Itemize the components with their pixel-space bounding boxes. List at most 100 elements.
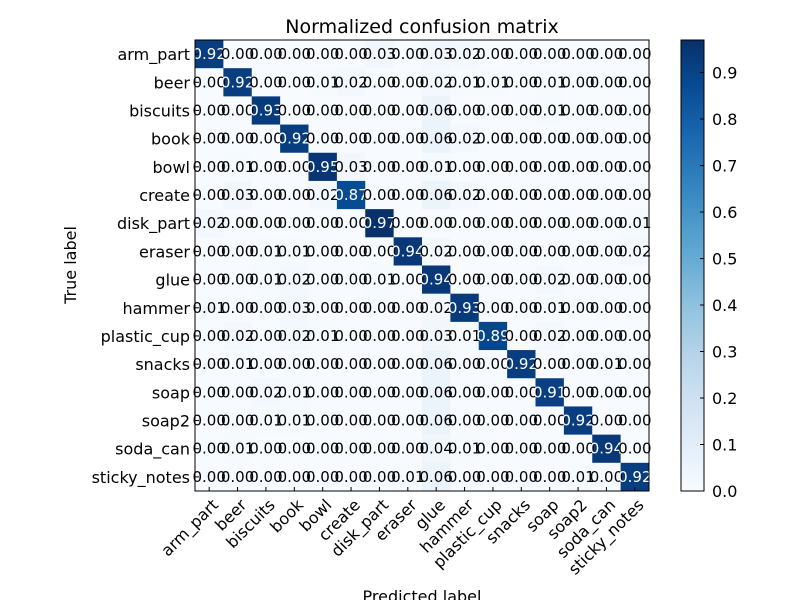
cell-value-label: 0.00 — [391, 101, 424, 119]
colorbar-tick-label: 0.2 — [712, 389, 737, 408]
cell-value-label: 0.00 — [590, 73, 623, 91]
y-tick-label: soap — [152, 383, 190, 402]
cell-value-label: 0.00 — [391, 73, 424, 91]
cell-value-label: 0.94 — [419, 271, 452, 289]
heatmap-cell — [592, 293, 622, 323]
heatmap-cell — [251, 124, 281, 154]
cell-value-label: 0.00 — [391, 158, 424, 176]
heatmap-cell — [280, 180, 309, 210]
heatmap-cell — [422, 237, 451, 266]
heatmap-cell — [195, 237, 224, 266]
cell-value-label: 0.00 — [505, 299, 538, 317]
heatmap-cell — [507, 96, 536, 125]
cell-value-label: 0.00 — [505, 73, 538, 91]
cell-value-label: 0.03 — [363, 45, 396, 63]
heatmap-cell — [308, 293, 338, 323]
heatmap-cell — [223, 434, 253, 464]
heatmap-cell — [280, 378, 309, 407]
heatmap-cell — [592, 321, 622, 351]
cell-value-label: 0.00 — [306, 412, 339, 430]
colorbar-gradient — [680, 39, 705, 492]
cell-value-label: 0.00 — [590, 130, 623, 148]
cell-value-label: 0.00 — [192, 73, 225, 91]
heatmap-cell — [223, 152, 253, 182]
cell-value-label: 0.92 — [278, 130, 311, 148]
heatmap-cell — [336, 265, 366, 295]
cell-value-label: 0.00 — [306, 101, 339, 119]
heatmap-cell — [450, 96, 480, 125]
cell-value-label: 0.00 — [249, 45, 282, 63]
heatmap-cell — [478, 265, 508, 295]
cell-value-label: 0.00 — [561, 45, 594, 63]
heatmap-cell — [308, 321, 338, 351]
heatmap-cell — [563, 406, 593, 436]
heatmap-cell — [251, 321, 281, 351]
cell-value-label: 0.01 — [221, 158, 254, 176]
heatmap-cell — [393, 350, 423, 379]
heatmap-cell — [251, 293, 281, 323]
cell-value-label: 0.03 — [221, 186, 254, 204]
heatmap-cell — [422, 180, 451, 210]
cell-value-label: 0.00 — [334, 468, 367, 486]
cell-value-label: 0.01 — [249, 242, 282, 260]
cell-value-label: 0.00 — [363, 73, 396, 91]
heatmap-cell — [535, 293, 565, 323]
heatmap-cell — [393, 96, 423, 125]
heatmap-cell — [280, 462, 309, 492]
heatmap-cell — [365, 180, 395, 210]
cell-value-label: 0.00 — [618, 101, 651, 119]
cell-value-label: 0.01 — [278, 383, 311, 401]
heatmap-cell — [422, 152, 451, 182]
heatmap-cell — [507, 40, 536, 69]
heatmap-cell — [592, 434, 622, 464]
cell-value-label: 0.02 — [448, 130, 481, 148]
cell-value-label: 0.00 — [561, 186, 594, 204]
cell-value-label: 0.00 — [306, 271, 339, 289]
cell-value-label: 0.00 — [561, 214, 594, 232]
heatmap-cell — [336, 152, 366, 182]
cell-value-label: 0.00 — [334, 355, 367, 373]
heatmap-cell — [507, 406, 536, 436]
heatmap-cell — [195, 350, 224, 379]
heatmap-cell — [336, 350, 366, 379]
heatmap-cell — [308, 237, 338, 266]
y-tick-label: disk_part — [117, 214, 190, 234]
cell-value-label: 0.00 — [561, 271, 594, 289]
heatmap-cell — [393, 180, 423, 210]
cell-value-label: 0.00 — [505, 440, 538, 458]
cell-value-label: 0.00 — [221, 101, 254, 119]
cell-value-label: 0.93 — [249, 101, 282, 119]
heatmap-cell — [422, 68, 451, 97]
heatmap-cell — [535, 209, 565, 238]
cell-value-label: 0.00 — [448, 158, 481, 176]
cell-value-label: 0.00 — [249, 440, 282, 458]
cell-value-label: 0.01 — [618, 214, 651, 232]
heatmap-cell — [365, 237, 395, 266]
cell-value-label: 0.00 — [561, 242, 594, 260]
heatmap-cell — [365, 68, 395, 97]
heatmap-cell — [450, 462, 480, 492]
heatmap-cell — [223, 209, 253, 238]
heatmap-cell — [450, 152, 480, 182]
cell-value-label: 0.01 — [221, 355, 254, 373]
cell-value-label: 0.06 — [419, 468, 452, 486]
cell-value-label: 0.01 — [448, 73, 481, 91]
cell-value-label: 0.00 — [221, 412, 254, 430]
heatmap-cell — [393, 293, 423, 323]
cell-value-label: 0.00 — [306, 383, 339, 401]
heatmap-cell — [592, 124, 622, 154]
heatmap-cell — [393, 265, 423, 295]
cell-value-label: 0.00 — [590, 383, 623, 401]
y-tick-label: biscuits — [129, 101, 190, 120]
heatmap-cell — [620, 406, 650, 436]
heatmap-cell — [507, 378, 536, 407]
cell-value-label: 0.02 — [306, 186, 339, 204]
heatmap-cell — [620, 96, 650, 125]
cell-value-label: 0.00 — [476, 299, 509, 317]
cell-value-label: 0.00 — [618, 355, 651, 373]
x-tick-label: arm_part — [157, 495, 222, 560]
heatmap-cell — [620, 237, 650, 266]
heatmap-cell — [280, 293, 309, 323]
cell-value-label: 0.00 — [192, 327, 225, 345]
cell-value-label: 0.00 — [391, 186, 424, 204]
